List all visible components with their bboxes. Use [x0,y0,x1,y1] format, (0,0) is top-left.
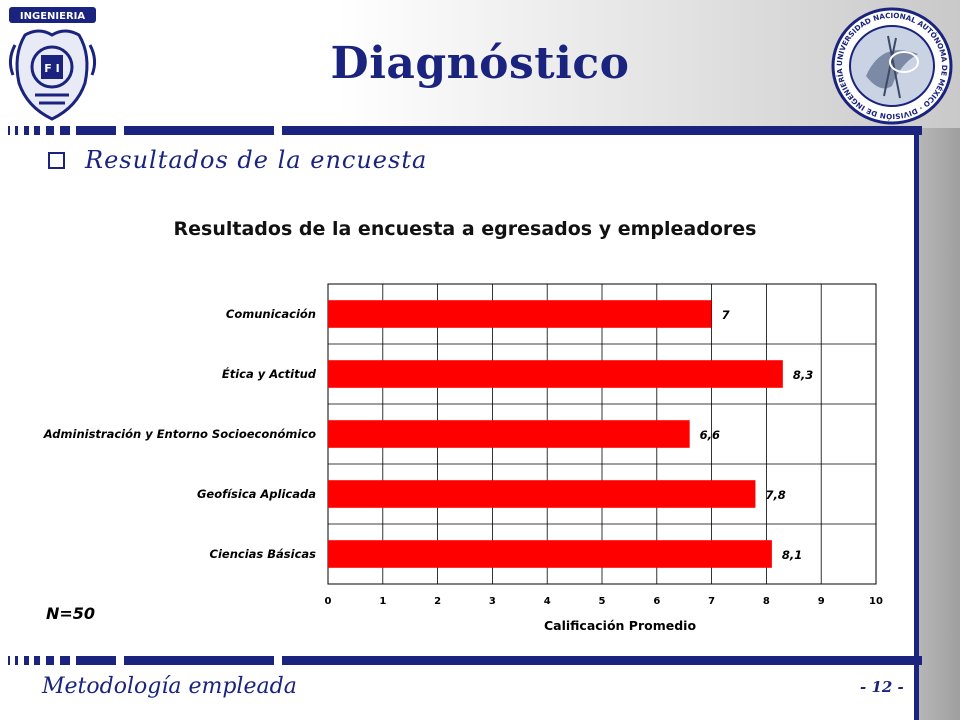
bar [328,480,756,508]
bar [328,540,772,568]
subtitle-row: Resultados de la encuesta [48,146,427,174]
bar [328,420,690,448]
bottom-divider [0,656,960,665]
engineering-faculty-logo: INGENIERIA F I [8,7,97,121]
x-tick-label: 4 [544,596,551,607]
slide-header [0,0,960,128]
x-tick-label: 8 [763,596,770,607]
x-tick-label: 2 [434,596,441,607]
category-label: Ética y Actitud [222,366,317,381]
x-tick-label: 1 [379,596,386,607]
x-tick-label: 7 [708,596,715,607]
sample-size-label: N=50 [46,604,96,623]
category-label: Geofísica Aplicada [197,487,316,501]
left-logo-inner-text: F I [44,62,59,75]
data-label: 8,3 [793,368,813,382]
x-tick-label: 5 [599,596,606,607]
left-logo-text: INGENIERIA [20,11,85,22]
slide-subtitle: Resultados de la encuesta [85,146,428,174]
data-label: 7,8 [765,488,785,502]
x-axis-label: Calificación Promedio [544,618,696,633]
footer-section-name: Metodología empleada [42,674,297,699]
bar-chart: 0 1 2 3 4 5 6 7 8 9 10 Comunicación 7 Ética y Actitud… [43,283,883,633]
x-tick-label: 0 [325,596,332,607]
chart-title: Resultados de la encuesta a egresados y … [173,218,757,240]
data-label: 8,1 [782,548,802,562]
x-tick-label: 9 [818,596,825,607]
data-label: 7 [722,308,730,322]
x-tick-label: 6 [653,596,660,607]
unam-earth-sciences-seal: UNIVERSIDAD NACIONAL AUTÓNOMA DE MÉXICO … [830,6,953,125]
category-label: Ciencias Básicas [210,547,317,561]
top-divider [0,126,960,135]
bar [328,360,783,388]
x-tick-label: 3 [489,596,496,607]
category-label: Comunicación [226,307,316,321]
right-side-bar-line [914,128,919,720]
page-number: - 12 - [860,678,904,696]
checkbox-bullet-icon [48,151,65,169]
data-label: 6,6 [700,428,720,442]
x-tick-label: 10 [869,596,883,607]
category-label: Administración y Entorno Socioeconómico [43,427,316,441]
bar [328,300,712,328]
right-side-bar [916,128,960,720]
slide-title: Diagnóstico [330,38,630,89]
